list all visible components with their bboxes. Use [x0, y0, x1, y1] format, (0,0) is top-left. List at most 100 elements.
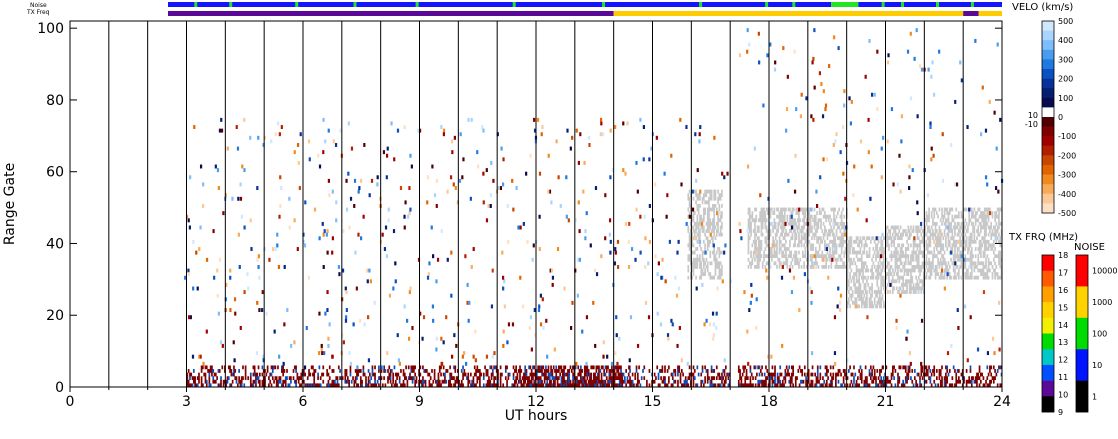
velocity-cell	[834, 361, 837, 366]
ground-scatter-cell	[886, 243, 889, 248]
velocity-cell	[889, 282, 892, 287]
velocity-cell	[261, 383, 264, 388]
ground-scatter-cell	[859, 268, 862, 273]
ground-scatter-cell	[719, 275, 722, 280]
ground-scatter-cell	[952, 225, 955, 230]
ground-scatter-cell	[691, 265, 694, 269]
ground-scatter-cell	[930, 272, 933, 276]
velocity-cell	[359, 376, 362, 381]
velocity-cell	[529, 153, 532, 158]
ground-scatter-cell	[817, 218, 820, 223]
velocity-cell	[699, 125, 702, 130]
ground-scatter-cell	[917, 265, 920, 269]
velocity-cell	[911, 379, 914, 384]
velocity-cell	[274, 132, 277, 137]
ground-scatter-cell	[697, 193, 700, 198]
ground-scatter-cell	[873, 250, 876, 255]
velocity-cell	[198, 372, 200, 377]
velocity-cell	[519, 379, 521, 384]
velocity-cell	[578, 229, 581, 234]
ground-scatter-cell	[991, 229, 994, 233]
velocity-cell	[592, 372, 595, 377]
velocity-cell	[565, 175, 568, 180]
velocity-cell	[440, 365, 442, 370]
ground-scatter-cell	[972, 254, 974, 259]
velocity-cell	[462, 376, 464, 381]
velocity-cell	[555, 369, 558, 373]
ground-scatter-cell	[825, 265, 828, 269]
velocity-cell	[648, 204, 651, 208]
velocity-cell	[750, 372, 753, 377]
velocity-cell	[331, 379, 334, 384]
velocity-cell	[770, 221, 773, 226]
ground-scatter-cell	[868, 304, 871, 309]
velocity-cell	[813, 265, 817, 269]
ground-scatter-cell	[930, 232, 933, 237]
velocity-cell	[499, 376, 502, 381]
velocity-cell	[739, 229, 742, 234]
velocity-cell	[664, 379, 666, 384]
velocity-cell	[582, 376, 585, 381]
ground-scatter-cell	[904, 268, 907, 273]
velocity-cell	[992, 379, 995, 384]
velocity-cell	[403, 383, 406, 388]
ground-scatter-cell	[916, 279, 919, 284]
velocity-cell	[618, 365, 621, 370]
ground-scatter-cell	[994, 225, 996, 230]
velocity-cell	[593, 268, 597, 273]
velocity-cell	[279, 376, 282, 381]
velocity-cell	[838, 308, 842, 313]
ground-scatter-cell	[706, 189, 709, 194]
velocity-cell	[940, 268, 944, 273]
velocity-cell	[761, 365, 763, 370]
velocity-cell	[870, 164, 873, 169]
velocity-cell	[567, 372, 569, 377]
velocity-cell	[209, 365, 212, 370]
velocity-cell	[382, 150, 386, 155]
velocity-cell	[972, 376, 974, 381]
velocity-cell	[338, 272, 341, 277]
ground-scatter-cell	[877, 265, 880, 269]
ground-scatter-cell	[701, 200, 704, 205]
velocity-cell	[907, 369, 910, 373]
ground-scatter-cell	[943, 272, 946, 276]
ground-scatter-cell	[705, 229, 708, 233]
ground-scatter-cell	[835, 221, 838, 226]
velocity-cell	[636, 376, 639, 381]
ground-scatter-cell	[691, 225, 694, 230]
ground-scatter-cell	[910, 279, 912, 284]
velocity-cell	[969, 365, 972, 370]
ground-scatter-cell	[748, 218, 751, 223]
velocity-cell	[453, 383, 455, 388]
velocity-cell	[939, 372, 942, 377]
ground-scatter-cell	[943, 268, 946, 273]
velocity-cell	[894, 369, 897, 373]
ground-scatter-cell	[774, 261, 777, 266]
ground-scatter-cell	[951, 214, 954, 219]
ground-scatter-cell	[754, 221, 756, 226]
velocity-cell	[963, 379, 965, 384]
velocity-cell	[843, 89, 846, 94]
ground-scatter-cell	[983, 275, 986, 280]
ground-scatter-cell	[859, 250, 862, 255]
ground-scatter-cell	[929, 229, 932, 233]
velocity-cell	[897, 376, 899, 381]
velocity-cell	[256, 186, 259, 191]
ground-scatter-cell	[938, 250, 941, 255]
ground-scatter-cell	[920, 265, 923, 269]
velocity-cell	[574, 376, 577, 381]
velocity-cell	[222, 211, 225, 216]
velocity-cell	[933, 379, 936, 384]
velocity-cell	[912, 383, 915, 388]
ground-scatter-cell	[846, 279, 849, 284]
velocity-cell	[499, 372, 502, 377]
ground-scatter-cell	[761, 225, 764, 230]
velocity-cell	[560, 369, 563, 373]
ground-scatter-cell	[778, 261, 781, 266]
ground-scatter-cell	[709, 207, 712, 212]
ground-scatter-cell	[941, 247, 943, 251]
velocity-cell	[384, 225, 388, 230]
ground-scatter-cell	[912, 229, 915, 233]
velocity-cell	[240, 383, 243, 388]
ground-scatter-cell	[895, 254, 898, 259]
